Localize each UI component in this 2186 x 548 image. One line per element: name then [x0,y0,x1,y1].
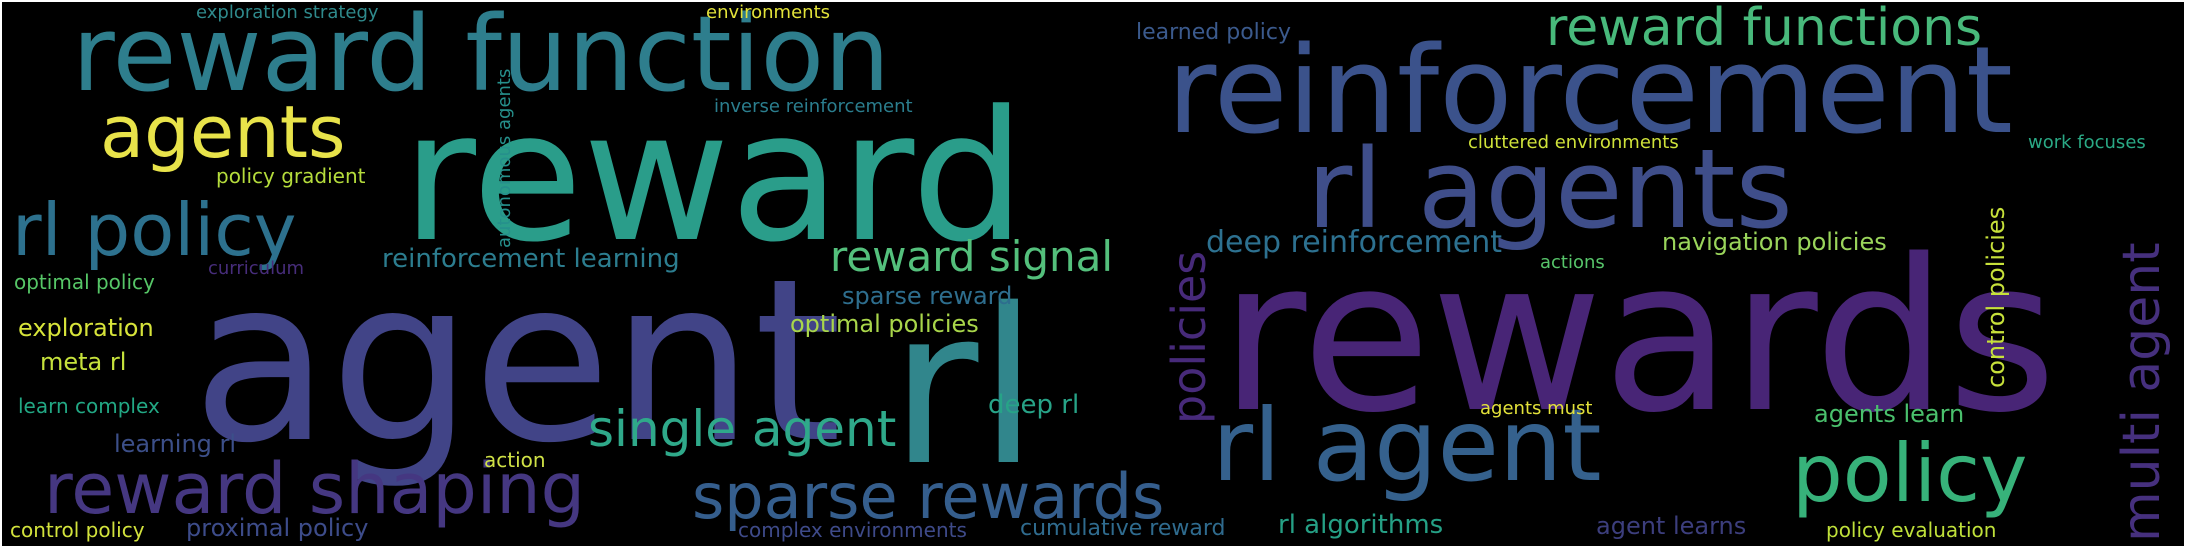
word-vertical: autonomous agents [494,68,515,248]
word-vertical: control policies [1982,206,2010,388]
word: learning rl [114,430,237,458]
word: reinforcement learning [382,244,680,274]
word: navigation policies [1662,228,1887,256]
word: reward signal [830,232,1114,281]
word: learn complex [18,394,160,418]
word: environments [706,2,831,23]
word-vertical: policies [1162,250,1216,424]
word: cluttered environments [1468,132,1679,153]
word: sparse reward [842,282,1013,310]
word: agents must [1480,398,1593,419]
word: single agent [588,400,897,458]
word: rl agents [1307,125,1793,253]
word: reward function [72,2,891,115]
word: agents learn [1814,400,1965,428]
word: agents [100,90,346,174]
word: agent learns [1596,512,1747,540]
word: policy [1792,427,2028,520]
word: curriculum [208,258,305,279]
word: inverse reinforcement [714,96,913,117]
word-vertical: multi agent [2112,242,2172,542]
word: rl [890,262,1039,513]
word: control policy [10,518,145,542]
word: policy evaluation [1826,518,1997,542]
word: action [484,448,546,472]
word: deep rl [988,390,1080,420]
word: deep reinforcement [1206,225,1503,260]
word: optimal policy [14,270,155,294]
word: reward shaping [44,448,586,530]
word: work focuses [2028,132,2146,153]
word: policy gradient [216,164,366,188]
word: proximal policy [186,514,369,542]
word: rewards [1220,214,2057,459]
word: rl algorithms [1278,510,1444,540]
word: rl policy [12,188,297,272]
word: complex environments [738,518,967,542]
word: learned policy [1136,20,1291,45]
word: reward functions [1546,2,1983,58]
word: sparse rewards [692,460,1165,533]
word: exploration [18,314,154,342]
word: actions [1540,252,1605,273]
word: reinforcement [1167,22,2013,161]
word: agent [192,231,842,493]
word: optimal policies [790,310,979,338]
word: exploration strategy [196,2,379,23]
word: meta rl [40,348,127,376]
word: cumulative reward [1020,516,1226,541]
word: rl agent [1212,387,1602,504]
word: reward [402,73,1026,282]
